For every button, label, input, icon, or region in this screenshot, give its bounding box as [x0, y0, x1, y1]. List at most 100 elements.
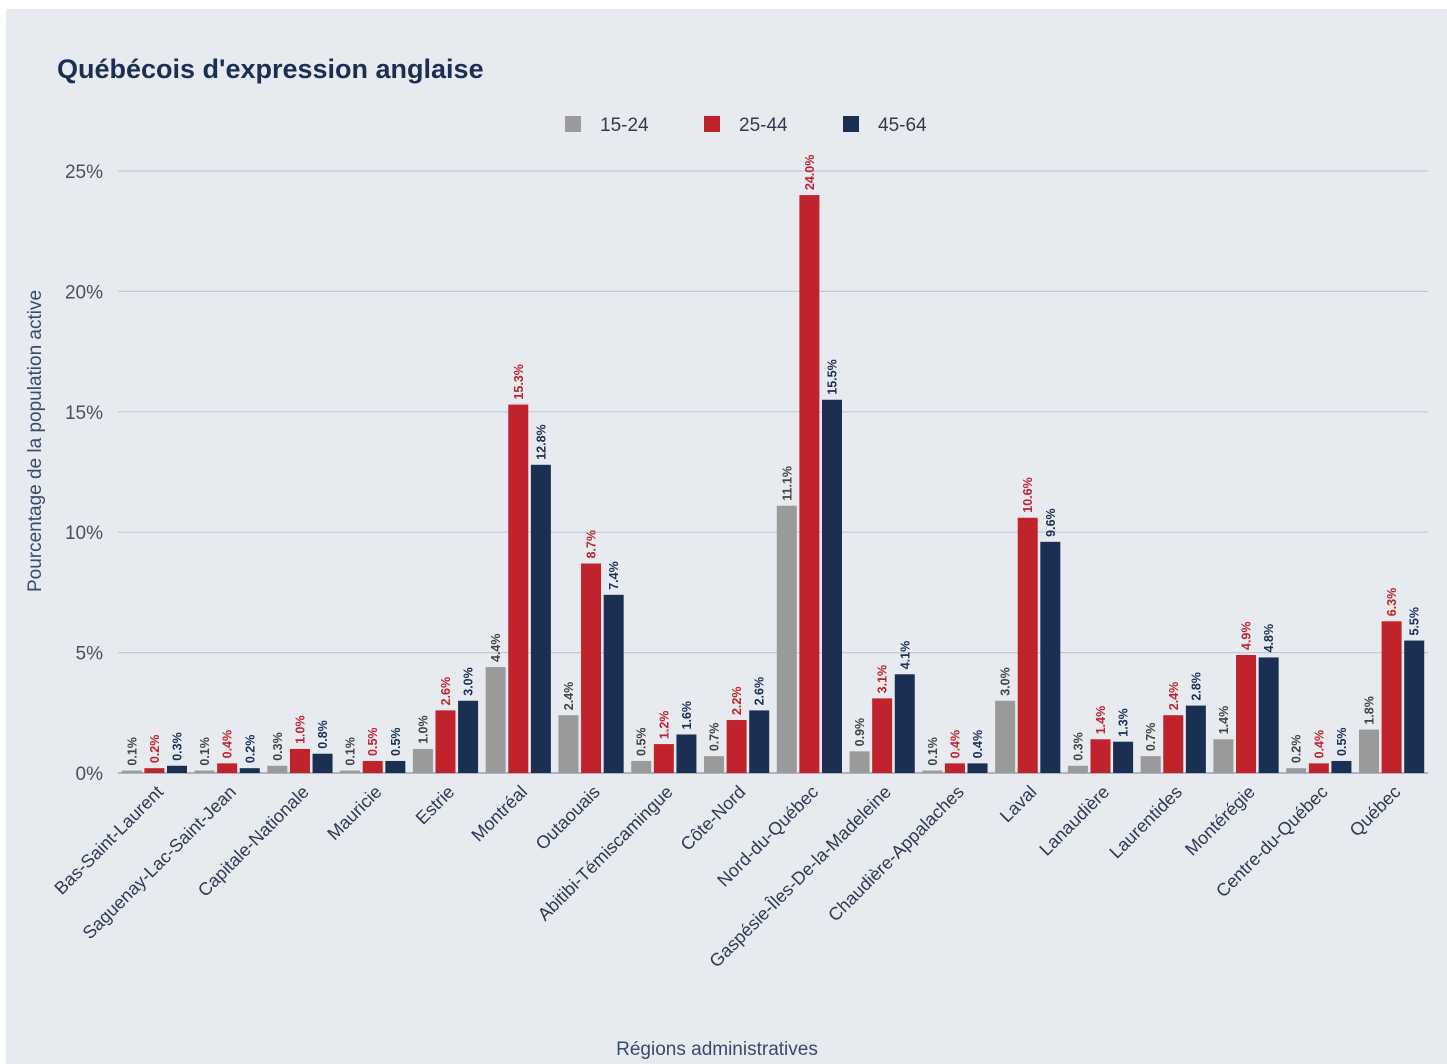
bar — [1163, 715, 1184, 773]
data-label: 1.2% — [657, 711, 671, 740]
data-label: 10.6% — [1021, 477, 1035, 512]
bar — [1381, 621, 1402, 773]
bar — [1331, 760, 1352, 773]
x-tick-label: Abitibi-Témiscamingue — [534, 782, 677, 925]
bar — [1236, 655, 1257, 773]
data-label: 0.1% — [926, 737, 940, 766]
bar — [726, 720, 747, 773]
bar — [1213, 739, 1234, 773]
data-label: 0.4% — [1312, 730, 1326, 759]
data-label: 0.1% — [198, 737, 212, 766]
bar — [166, 765, 187, 773]
data-label: 15.5% — [825, 359, 839, 394]
x-tick-label: Mauricie — [323, 782, 385, 844]
y-tick-label: 0% — [76, 764, 104, 785]
data-label: 2.8% — [1189, 672, 1203, 701]
data-label: 0.1% — [125, 737, 139, 766]
data-label: 2.6% — [439, 677, 453, 706]
data-label: 6.3% — [1385, 588, 1399, 617]
bar — [704, 756, 725, 773]
data-label: 0.2% — [243, 735, 257, 764]
data-label: 2.4% — [562, 682, 576, 711]
bar — [995, 700, 1016, 773]
legend-swatch — [843, 116, 859, 132]
bar — [194, 770, 215, 773]
chart-title: Québécois d'expression anglaise — [57, 54, 484, 84]
bar — [1404, 640, 1425, 773]
legend-swatch — [565, 116, 581, 132]
bar — [944, 763, 965, 773]
bar — [581, 563, 602, 773]
bar — [603, 594, 624, 773]
bar — [121, 770, 142, 773]
data-label: 15.3% — [512, 364, 526, 399]
bar — [340, 770, 361, 773]
bar — [312, 753, 333, 773]
data-label: 0.5% — [366, 727, 380, 756]
data-label: 0.5% — [635, 727, 649, 756]
bar — [385, 760, 406, 773]
data-label: 1.3% — [1117, 708, 1131, 737]
bar — [1113, 741, 1134, 773]
legend-label: 15-24 — [600, 115, 649, 136]
bar — [1258, 657, 1279, 773]
x-tick-label: Montérégie — [1181, 782, 1259, 860]
data-label: 4.9% — [1240, 622, 1254, 651]
data-label: 1.8% — [1363, 696, 1377, 725]
bar — [412, 748, 433, 773]
bar — [1090, 739, 1111, 773]
bar — [239, 768, 260, 773]
x-tick-label: Outaouais — [532, 782, 604, 854]
data-label: 0.1% — [344, 737, 358, 766]
bar — [144, 768, 165, 773]
chart-background — [6, 9, 1447, 1064]
legend-label: 25-44 — [739, 115, 788, 136]
bar — [1067, 765, 1088, 773]
bar — [1140, 756, 1161, 773]
y-tick-label: 5% — [76, 644, 104, 665]
x-tick-label: Laval — [996, 782, 1041, 827]
bar — [267, 765, 288, 773]
bar — [776, 505, 797, 773]
x-tick-label: Montréal — [467, 782, 531, 846]
data-label: 5.5% — [1408, 607, 1422, 636]
y-tick-label: 10% — [65, 523, 103, 544]
bar — [922, 770, 943, 773]
bar — [530, 464, 551, 773]
data-label: 4.4% — [489, 634, 503, 663]
y-tick-label: 20% — [65, 282, 103, 303]
legend-label: 45-64 — [878, 115, 927, 136]
bar — [1017, 517, 1038, 773]
data-label: 0.2% — [148, 735, 162, 764]
data-label: 1.4% — [1217, 706, 1231, 735]
bar — [631, 760, 652, 773]
x-tick-label: Laurentides — [1105, 782, 1186, 863]
data-label: 1.0% — [293, 715, 307, 744]
data-label: 24.0% — [803, 155, 817, 190]
data-label: 2.4% — [1167, 682, 1181, 711]
data-label: 0.9% — [853, 718, 867, 747]
data-label: 9.6% — [1044, 508, 1058, 537]
data-label: 0.5% — [1335, 727, 1349, 756]
bar — [1308, 763, 1329, 773]
data-label: 8.7% — [585, 530, 599, 559]
bar — [289, 748, 310, 773]
x-tick-label: Chaudière-Appalaches — [824, 782, 968, 926]
data-label: 0.3% — [170, 732, 184, 761]
bar — [676, 734, 697, 773]
data-label: 1.0% — [416, 715, 430, 744]
data-label: 0.8% — [316, 720, 330, 749]
bar — [458, 700, 479, 773]
data-label: 4.8% — [1262, 624, 1276, 653]
y-tick-label: 15% — [65, 403, 103, 424]
bar — [849, 751, 870, 773]
data-label: 0.3% — [271, 732, 285, 761]
x-tick-label: Québec — [1346, 782, 1405, 841]
bar — [1359, 729, 1380, 773]
data-label: 3.0% — [462, 667, 476, 696]
data-label: 1.4% — [1094, 706, 1108, 735]
x-tick-label: Lanaudière — [1035, 782, 1113, 860]
bar — [217, 763, 238, 773]
x-axis-title: Régions administratives — [616, 1039, 818, 1060]
